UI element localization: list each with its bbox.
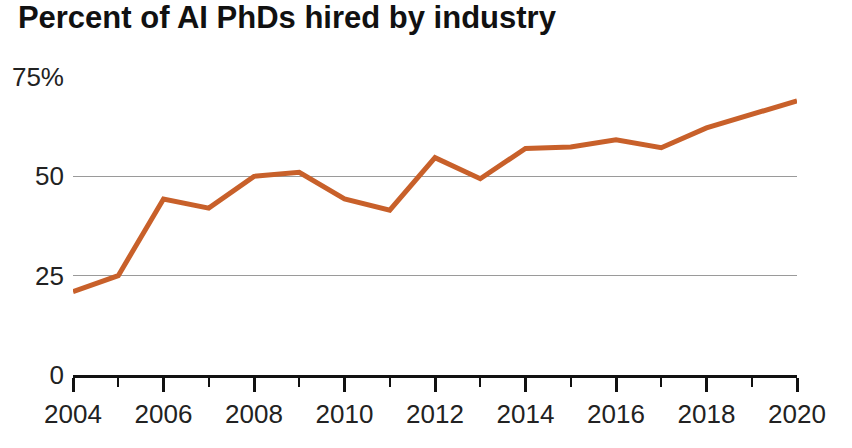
svg-text:2010: 2010 <box>316 399 374 429</box>
svg-text:2020: 2020 <box>768 399 826 429</box>
svg-text:2006: 2006 <box>135 399 193 429</box>
svg-text:2018: 2018 <box>678 399 736 429</box>
svg-text:2004: 2004 <box>44 399 102 429</box>
svg-text:Percent of AI PhDs hired by in: Percent of AI PhDs hired by industry <box>18 0 557 35</box>
svg-text:50: 50 <box>35 161 64 191</box>
svg-text:2008: 2008 <box>225 399 283 429</box>
svg-text:2016: 2016 <box>587 399 645 429</box>
svg-text:2012: 2012 <box>406 399 464 429</box>
svg-text:25: 25 <box>35 261 64 291</box>
svg-text:75%: 75% <box>12 62 64 92</box>
svg-text:0: 0 <box>50 360 64 390</box>
svg-text:2014: 2014 <box>497 399 555 429</box>
